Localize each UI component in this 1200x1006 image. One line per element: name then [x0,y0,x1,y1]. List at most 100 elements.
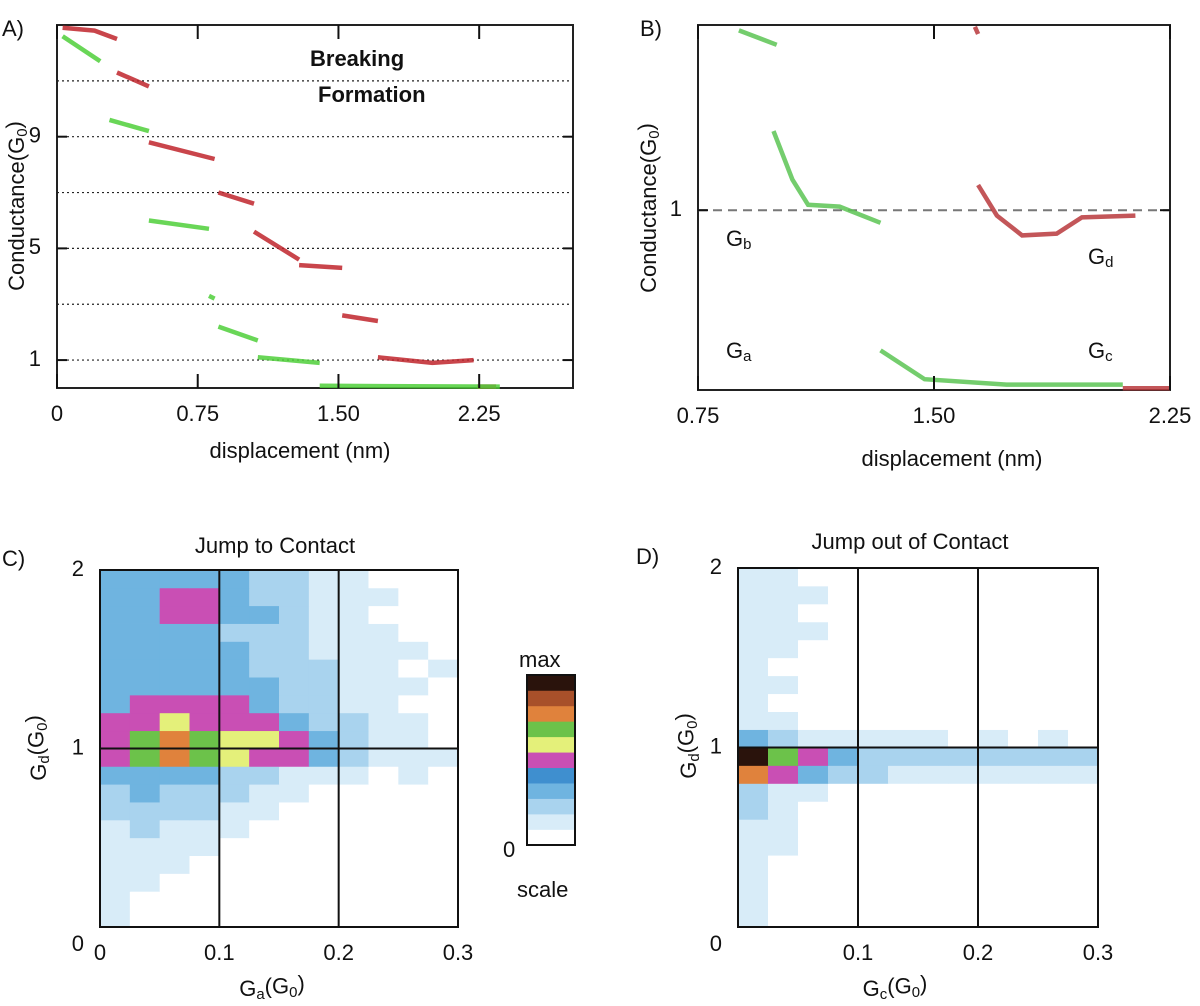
heat-cell [428,748,459,767]
heat-cell [858,891,889,910]
heat-cell [918,819,949,838]
heat-cell [1068,909,1099,928]
heat-cell [738,693,769,712]
heat-cell [1008,765,1039,784]
colorbar-cell [527,814,575,830]
label-piece: G [726,226,743,251]
heat-cell [159,766,190,785]
heat-cell [978,729,1009,748]
heat-cell [918,909,949,928]
heat-cell [338,730,369,749]
heat-cell [368,855,399,874]
heat-cell [738,837,769,856]
heat-cell [219,855,250,874]
heat-cell [368,570,399,589]
heat-cell [918,675,949,695]
heat-cell [129,730,161,749]
heat-cell [308,891,340,910]
heat-cell [768,568,799,587]
heat-cell [249,802,280,821]
heat-cell [1068,711,1099,730]
heat-cell [738,909,769,928]
heat-cell [888,568,919,587]
heat-cell [1068,621,1099,641]
heat-cell [888,765,919,784]
heat-cell [338,587,369,607]
heat-cell [428,587,459,607]
heat-cell [398,873,429,892]
heat-cell [918,621,949,641]
heat-cell [189,873,220,892]
heat-cell [1068,693,1099,712]
heat-cell [129,766,161,785]
heat-cell [398,748,429,767]
heat-cell [249,909,280,928]
heat-cell [398,730,429,749]
heat-cell [738,765,769,784]
heat-cell [828,711,859,730]
heat-cell [858,568,889,587]
heat-cell [798,837,829,856]
heat-cell [888,639,919,659]
x-tick-label: 1.50 [317,401,360,426]
heat-cell [338,659,369,678]
heat-cell [219,784,250,803]
panel-letter: A) [2,16,24,41]
colorbar-cell [527,721,575,738]
heat-cell [338,802,369,821]
heat-cell [798,657,829,677]
heat-cell [798,909,829,928]
heat-cell [308,784,340,803]
heat-cell [129,802,161,821]
colorbar-frame [526,674,576,846]
heat-cell [129,605,161,624]
label-piece: (G [23,731,48,755]
heat-cell [978,693,1009,712]
heat-cell [1068,801,1099,820]
heat-cell [858,819,889,838]
heat-cell [368,909,399,928]
heat-cell [338,641,369,660]
heat-cell [368,873,399,892]
y-tick-label: 2 [72,556,84,581]
label-piece: 0 [289,984,297,1001]
heat-cell [888,729,919,748]
heat-cell [1008,837,1039,856]
heat-cell [738,639,769,659]
heat-cell [978,873,1009,892]
heat-cell [768,873,799,892]
heat-cell [159,909,190,928]
label-piece: (G [265,973,289,998]
heat-cell [308,605,340,624]
heat-cell [888,585,919,605]
heat-cell [1008,657,1039,677]
heat-cell [948,657,979,677]
heat-cell [428,605,459,624]
label-piece: (G [887,973,911,998]
heat-cell [978,819,1009,838]
heat-cell [279,873,310,892]
heat-cell [159,730,190,749]
heat-cell [918,783,949,802]
y-axis-label: Gd(G0) [671,713,703,779]
heat-cell [398,694,429,714]
heat-cell [948,639,979,659]
heat-cell [338,891,369,910]
heat-cell [1008,675,1039,695]
heat-cell [249,712,280,732]
heat-cell [738,621,769,641]
x-tick-label: 0.1 [204,940,235,965]
heat-cell [978,603,1009,623]
heat-cell [1068,675,1099,695]
heat-cell [768,729,799,748]
heat-cell [219,694,250,714]
heat-cell [948,855,979,874]
label-piece: a [743,348,752,365]
heat-cell [100,909,131,928]
colorbar-cell [527,690,575,707]
heat-cell [189,784,220,803]
heat-cell [308,748,340,767]
heat-cell [279,784,310,803]
heat-cell [398,802,429,821]
heat-cell [398,855,429,874]
